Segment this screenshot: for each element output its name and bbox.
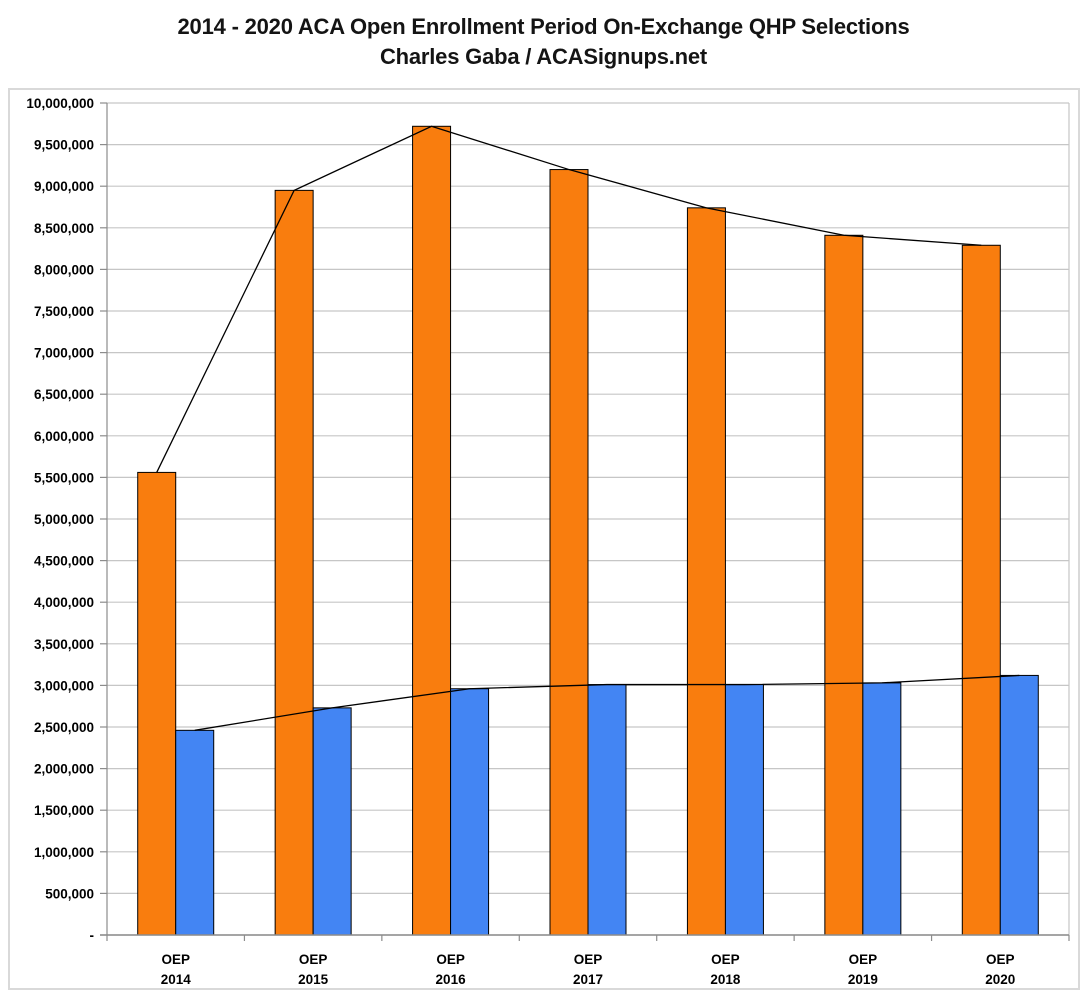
y-axis-tick-label: 9,500,000 xyxy=(34,138,94,153)
y-axis-tick-label: 5,000,000 xyxy=(34,512,94,527)
y-axis-tick-label: 8,500,000 xyxy=(34,221,94,236)
y-axis-tick-label: 3,000,000 xyxy=(34,678,94,693)
chart-title-line1: 2014 - 2020 ACA Open Enrollment Period O… xyxy=(177,14,910,39)
y-axis-tick-label: 10,000,000 xyxy=(26,96,94,111)
y-axis-tick-label: 2,000,000 xyxy=(34,762,94,777)
bar-blue-2014 xyxy=(175,729,215,936)
x-axis-category-year: 2017 xyxy=(573,972,603,984)
x-axis-category-year: 2020 xyxy=(985,972,1015,984)
y-axis-tick-label: 7,500,000 xyxy=(34,304,94,319)
x-axis-category-label: OEP xyxy=(986,952,1015,967)
bar-orange-2020 xyxy=(961,244,1001,936)
bar-orange-2014 xyxy=(137,471,177,936)
bar-orange-2015 xyxy=(274,189,314,936)
y-axis-tick-label: 7,000,000 xyxy=(34,346,94,361)
bar-blue-2016 xyxy=(450,688,490,936)
bar-blue-2019 xyxy=(862,682,902,936)
y-axis-tick-label: 6,000,000 xyxy=(34,429,94,444)
x-axis-category-label: OEP xyxy=(436,952,465,967)
blue-series-line xyxy=(194,674,1020,731)
bar-blue-2015 xyxy=(312,707,352,936)
x-axis-category-year: 2018 xyxy=(710,972,741,984)
x-axis-category-label: OEP xyxy=(299,952,328,967)
bar-blue-2020 xyxy=(999,674,1039,936)
x-axis-category-year: 2015 xyxy=(298,972,329,984)
y-axis-tick-label: 2,500,000 xyxy=(34,720,94,735)
orange-series-line xyxy=(156,125,982,473)
y-axis-tick-label: 8,000,000 xyxy=(34,262,94,277)
y-axis-tick-label: - xyxy=(90,928,95,943)
y-axis-tick-label: 5,500,000 xyxy=(34,470,94,485)
x-axis-category-year: 2016 xyxy=(436,972,467,984)
y-axis-tick-label: 4,000,000 xyxy=(34,595,94,610)
bar-orange-2018 xyxy=(686,207,726,936)
y-axis-tick-label: 1,000,000 xyxy=(34,845,94,860)
y-axis-tick-label: 1,500,000 xyxy=(34,803,94,818)
bar-orange-2017 xyxy=(549,169,589,936)
chart-title: 2014 - 2020 ACA Open Enrollment Period O… xyxy=(0,12,1087,72)
y-axis-tick-label: 500,000 xyxy=(45,886,94,901)
bar-orange-2019 xyxy=(824,234,864,936)
x-axis-category-year: 2019 xyxy=(848,972,878,984)
bar-orange-2016 xyxy=(412,125,452,936)
x-axis-category-label: OEP xyxy=(161,952,190,967)
x-axis-category-label: OEP xyxy=(711,952,740,967)
y-axis-tick-label: 6,500,000 xyxy=(34,387,94,402)
y-axis-tick-label: 9,000,000 xyxy=(34,179,94,194)
x-axis-category-year: 2014 xyxy=(161,972,192,984)
bar-blue-2018 xyxy=(724,684,764,936)
y-axis-tick-label: 4,500,000 xyxy=(34,554,94,569)
y-axis-tick-label: 3,500,000 xyxy=(34,637,94,652)
bar-blue-2017 xyxy=(587,684,627,936)
chart-frame: - 500,000 1,000,000 1,500,000 2,000,000 2,500… xyxy=(8,88,1080,990)
bar-chart: - 500,000 1,000,000 1,500,000 2,000,000 2,500… xyxy=(26,96,1070,987)
x-axis-category-label: OEP xyxy=(849,952,878,967)
x-axis-category-label: OEP xyxy=(574,952,603,967)
chart-title-line2: Charles Gaba / ACASignups.net xyxy=(379,44,708,69)
